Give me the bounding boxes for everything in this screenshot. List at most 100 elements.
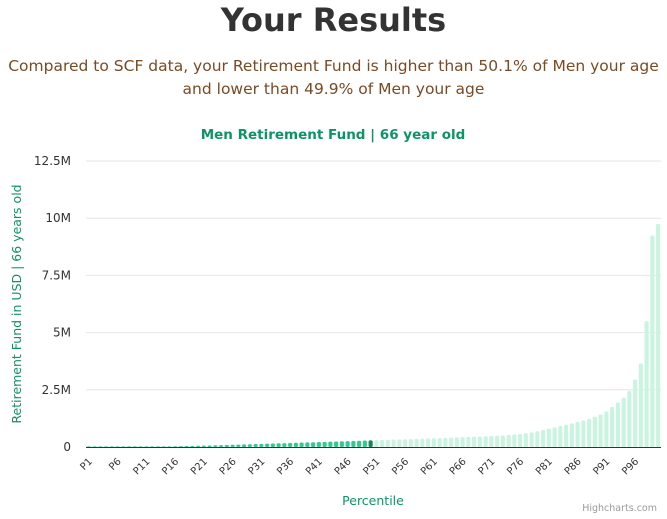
bar: [483, 436, 488, 447]
bar: [414, 438, 419, 447]
bar: [575, 421, 580, 447]
bar: [311, 442, 316, 447]
y-tick-label: 10M: [45, 211, 71, 225]
bar: [564, 424, 569, 447]
bar: [201, 445, 206, 447]
y-tick-label: 0: [63, 440, 71, 454]
bar: [155, 446, 160, 447]
bar: [334, 441, 339, 447]
bar: [477, 436, 482, 447]
x-tick-label: P6: [107, 456, 124, 473]
bar: [167, 446, 172, 447]
x-tick-label: P96: [620, 456, 641, 477]
bar: [604, 411, 609, 447]
bar: [184, 445, 189, 447]
bar: [328, 441, 333, 447]
x-tick-label: P61: [419, 456, 440, 477]
bar: [656, 223, 661, 447]
y-tick-label: 2.5M: [42, 383, 71, 397]
x-tick-label: P76: [505, 456, 526, 477]
bar: [397, 439, 402, 447]
bar: [391, 439, 396, 447]
x-tick-label: P16: [160, 456, 181, 477]
bar: [253, 444, 258, 447]
bar: [558, 425, 563, 447]
bar: [293, 442, 298, 447]
bar: [638, 363, 643, 447]
bar: [403, 439, 408, 447]
x-tick-label: P81: [534, 456, 555, 477]
retirement-fund-chart: Men Retirement Fund | 66 year old 0 2.5M 5M…: [9, 127, 661, 508]
x-tick-label: P21: [189, 456, 210, 477]
x-tick-label: P36: [275, 456, 296, 477]
bar: [420, 438, 425, 447]
bar: [633, 379, 638, 447]
bar: [357, 440, 362, 447]
y-tick-label: 12.5M: [34, 154, 71, 168]
y-axis-title: Retirement Fund in USD | 66 years old: [9, 184, 24, 423]
x-tick-label: P1: [78, 456, 95, 473]
bar: [592, 416, 597, 447]
x-tick-label: P31: [246, 456, 267, 477]
x-tick-label: P66: [448, 456, 469, 477]
bar: [569, 423, 574, 447]
bar: [219, 445, 224, 447]
bar: [270, 443, 275, 447]
bar: [178, 446, 183, 447]
bar: [242, 444, 247, 447]
bar: [104, 446, 109, 447]
bar: [621, 397, 626, 447]
bar: [598, 414, 603, 447]
bar: [276, 443, 281, 447]
bar: [431, 438, 436, 447]
x-axis-title: Percentile: [342, 493, 404, 508]
page-title: Your Results: [220, 1, 447, 39]
bar: [288, 442, 293, 447]
bar: [374, 440, 379, 447]
bar: [546, 428, 551, 447]
bar: [489, 436, 494, 447]
bar: [115, 446, 120, 447]
bar: [259, 443, 264, 447]
x-tick-label: P56: [390, 456, 411, 477]
bar: [92, 446, 97, 447]
x-tick-label: P91: [591, 456, 612, 477]
bar: [161, 446, 166, 447]
credits-link[interactable]: Highcharts.com: [582, 503, 657, 514]
bar: [523, 433, 528, 447]
bar: [529, 432, 534, 447]
bar: [190, 445, 195, 447]
bar: [109, 446, 114, 447]
bar: [518, 433, 523, 447]
bar: [587, 418, 592, 447]
bar: [213, 445, 218, 447]
bar: [610, 406, 615, 447]
bar: [362, 440, 367, 447]
bar: [144, 446, 149, 447]
bar: [351, 440, 356, 447]
bar: [316, 442, 321, 447]
bar: [322, 441, 327, 447]
bar: [460, 437, 465, 447]
bar: [236, 444, 241, 447]
bar: [86, 446, 91, 447]
user-bar: [368, 440, 373, 447]
results-summary: Compared to SCF data, your Retirement Fu…: [8, 57, 659, 98]
bar: [127, 446, 132, 447]
bar: [552, 427, 557, 447]
bar: [472, 436, 477, 447]
bar: [150, 446, 155, 447]
x-tick-label: P71: [476, 456, 497, 477]
bar: [408, 439, 413, 447]
bar: [132, 446, 137, 447]
bar: [449, 437, 454, 447]
bar: [247, 444, 252, 447]
bar: [299, 442, 304, 447]
bar: [541, 430, 546, 447]
bar: [282, 443, 287, 447]
bar: [207, 445, 212, 447]
bar: [173, 446, 178, 447]
bar: [627, 390, 632, 447]
bar: [380, 440, 385, 447]
bar: [454, 437, 459, 447]
